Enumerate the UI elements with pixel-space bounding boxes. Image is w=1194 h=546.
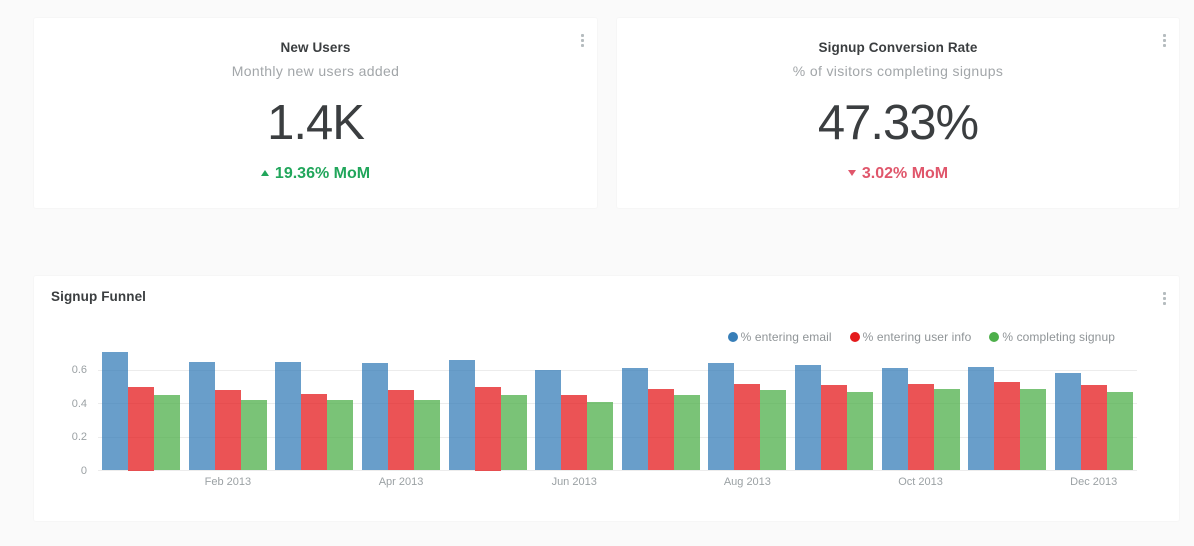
legend-label: % completing signup: [1002, 329, 1115, 344]
bar[interactable]: [501, 395, 527, 471]
x-tick-label: Aug 2013: [723, 476, 771, 488]
y-tick-label: 0.2: [71, 431, 87, 444]
bar[interactable]: [327, 400, 353, 471]
chart-title: Signup Funnel: [51, 289, 147, 304]
bar[interactable]: [189, 361, 215, 471]
kpi-subtitle: % of visitors completing signups: [792, 63, 1004, 79]
chart-legend: % entering email % entering user info % co…: [727, 329, 1115, 344]
legend-item[interactable]: % entering user info: [849, 329, 972, 344]
bar[interactable]: [414, 400, 440, 471]
x-tick-label: Jun 2013: [551, 476, 597, 488]
legend-dot-icon: [849, 331, 860, 342]
bar[interactable]: [215, 390, 241, 471]
bar[interactable]: [734, 383, 760, 471]
trend-down-icon: [847, 170, 856, 176]
gridline: [98, 369, 1137, 371]
bar[interactable]: [1107, 391, 1133, 471]
gridline: [98, 470, 1137, 471]
bar-chart-plot-area: 0 0.2 0.4 0.6 Feb 2013 Apr 2013 Jun 2013 Aug 20…: [34, 276, 1179, 521]
bar[interactable]: [535, 370, 561, 471]
chart-card-signup-funnel: Signup Funnel % entering email% entering…: [34, 276, 1179, 521]
kpi-value: 47.33%: [817, 96, 979, 150]
legend-item[interactable]: % completing signup: [989, 330, 1115, 344]
kpi-change: 3.02% MoM: [617, 166, 1179, 182]
bar[interactable]: [241, 400, 267, 471]
x-tick-label: Oct 2013: [898, 476, 943, 488]
bar[interactable]: [1055, 373, 1081, 471]
bar[interactable]: [561, 395, 587, 471]
bar[interactable]: [934, 388, 960, 471]
card-menu-kebab-icon[interactable]: [1162, 292, 1167, 305]
bar[interactable]: [388, 390, 414, 471]
bar[interactable]: [994, 381, 1020, 471]
bar[interactable]: [648, 388, 674, 471]
kpi-card-signup-conversion-rate: Signup Conversion Rate % of visitors com…: [617, 18, 1179, 208]
bar[interactable]: [587, 401, 613, 471]
x-tick-label: Apr 2013: [378, 476, 424, 488]
bar[interactable]: [449, 360, 475, 471]
bar[interactable]: [708, 363, 734, 471]
bar[interactable]: [882, 368, 908, 471]
bar[interactable]: [128, 386, 154, 471]
bar[interactable]: [760, 390, 786, 471]
bar[interactable]: [362, 363, 388, 471]
bar[interactable]: [795, 365, 821, 471]
kpi-change-label: 19.36% MoM: [274, 165, 371, 182]
bar[interactable]: [475, 386, 501, 471]
kpi-value: 1.4K: [267, 96, 365, 150]
kpi-subtitle: Monthly new users added: [231, 63, 400, 79]
bar[interactable]: [102, 351, 128, 471]
y-tick-label: 0.6: [71, 364, 87, 377]
kpi-title: New Users: [280, 40, 351, 55]
card-menu-kebab-icon[interactable]: [580, 34, 585, 47]
bar[interactable]: [821, 385, 847, 471]
bar[interactable]: [674, 395, 700, 471]
bar[interactable]: [908, 383, 934, 471]
y-tick-label: 0: [80, 464, 87, 477]
bar[interactable]: [847, 391, 873, 471]
kpi-card-new-users: New Users Monthly new users added 1.4K 1…: [34, 18, 597, 208]
kpi-change: 19.36% MoM: [34, 166, 597, 182]
gridline: [98, 436, 1137, 438]
gridline: [98, 403, 1137, 405]
bar[interactable]: [301, 393, 327, 471]
legend-label: % entering email: [740, 329, 832, 344]
bar[interactable]: [275, 361, 301, 471]
card-menu-kebab-icon[interactable]: [1162, 34, 1167, 47]
bar[interactable]: [622, 368, 648, 471]
bar[interactable]: [154, 395, 180, 471]
x-tick-label: Feb 2013: [204, 476, 252, 488]
legend-dot-icon: [727, 331, 738, 342]
kpi-title: Signup Conversion Rate: [818, 40, 978, 55]
kpi-change-label: 3.02% MoM: [861, 165, 949, 182]
bar[interactable]: [968, 366, 994, 471]
legend-label: % entering user info: [862, 329, 972, 344]
bar[interactable]: [1081, 385, 1107, 471]
y-tick-label: 0.4: [71, 397, 87, 410]
trend-up-icon: [260, 170, 269, 176]
legend-dot-icon: [989, 331, 1000, 342]
x-tick-label: Dec 2013: [1070, 476, 1118, 488]
legend-item[interactable]: % entering email: [727, 329, 832, 344]
bar[interactable]: [1020, 388, 1046, 471]
